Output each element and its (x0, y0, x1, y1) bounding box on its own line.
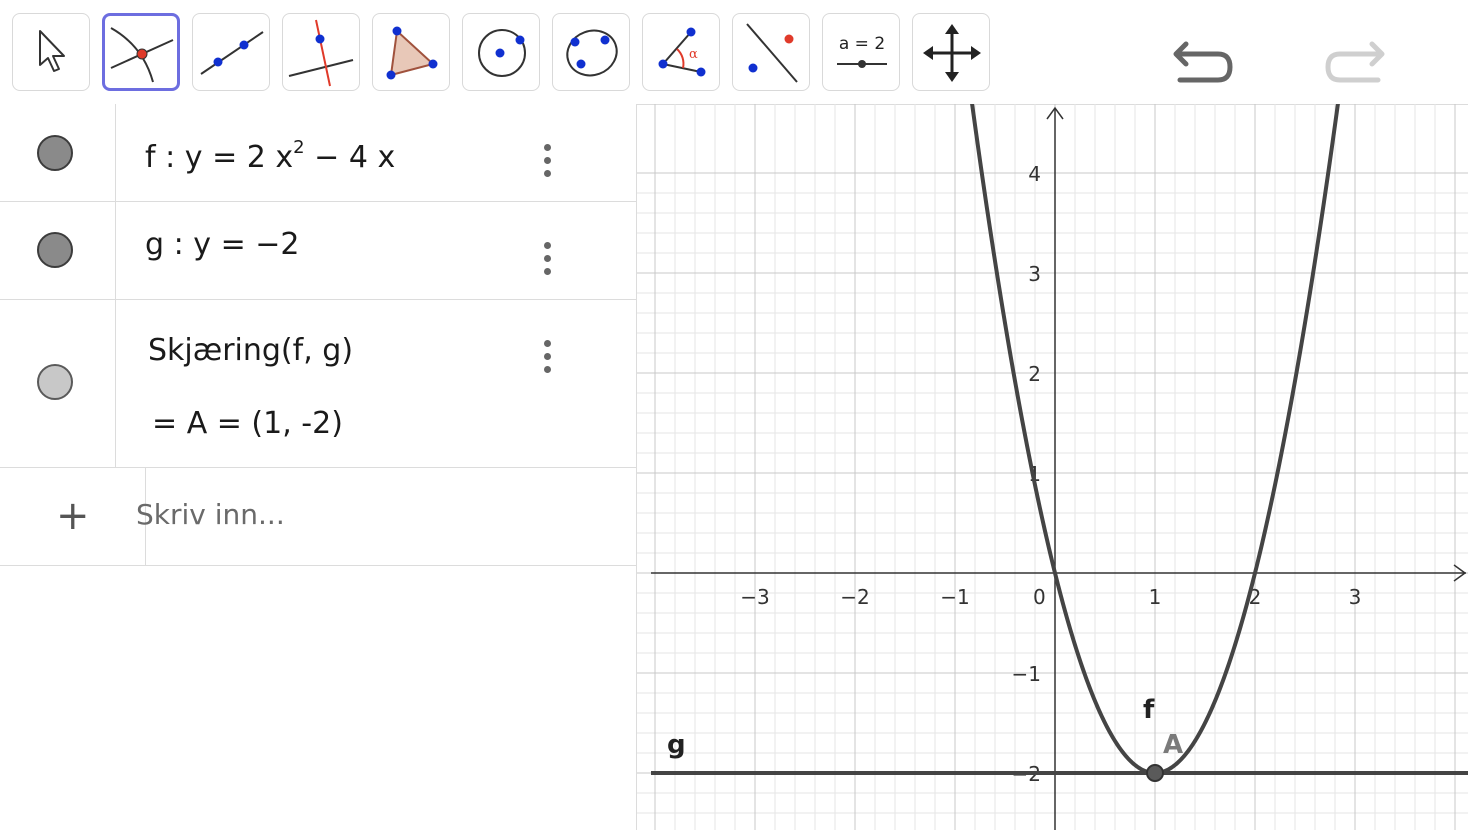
x-tick-label: −3 (740, 585, 769, 609)
equals-sign: = (212, 140, 238, 175)
colon: : (165, 140, 176, 175)
reflect-tool-button[interactable] (732, 13, 810, 91)
colon: : (173, 227, 184, 262)
expression-f[interactable]: f : y = 2 x2 − 4 x (145, 137, 395, 175)
command-text: Skjæring(f, g) (148, 333, 354, 368)
rhs-term-1: 2 x (246, 140, 294, 175)
polygon-icon (386, 26, 438, 80)
output-value: A = (1, -2) (186, 406, 343, 441)
x-axis-arrow (1453, 564, 1467, 582)
label-f[interactable]: f (1143, 695, 1155, 725)
polygon-tool-button[interactable] (372, 13, 450, 91)
y-tick-label: 2 (1028, 362, 1041, 386)
intersect-icon (110, 27, 174, 83)
perpendicular-line-icon (288, 19, 354, 87)
cursor-arrow-icon (39, 30, 65, 72)
x-tick-label: −2 (840, 585, 869, 609)
y-axis-arrow (1046, 106, 1064, 120)
visibility-toggle-cell (0, 202, 116, 299)
label-A[interactable]: A (1163, 730, 1183, 760)
object-name-f: f (145, 140, 156, 175)
angle-icon: α (658, 27, 706, 77)
x-tick-label: 0 (1033, 585, 1046, 609)
lhs: y (184, 140, 203, 175)
output-equals-sign: = (152, 406, 178, 441)
rhs-term-2: − 4 x (304, 140, 396, 175)
algebra-input[interactable]: Skriv inn... (136, 498, 285, 531)
conic-tool-button[interactable] (552, 13, 630, 91)
more-menu-icon[interactable] (536, 340, 558, 380)
command-input[interactable]: Skjæring(f, g) (148, 333, 353, 368)
line-tool-button[interactable] (192, 13, 270, 91)
angle-tool-button[interactable]: α (642, 13, 720, 91)
label-g[interactable]: g (667, 730, 686, 760)
undo-icon[interactable] (1166, 30, 1246, 90)
point-A[interactable] (1146, 764, 1164, 782)
algebra-row-g[interactable]: g : y = −2 (0, 202, 636, 300)
command-output: = A = (1, -2) (152, 406, 343, 441)
equals-sign: = (220, 227, 246, 262)
visibility-marble-f[interactable] (37, 135, 73, 171)
slider-icon: a = 2 (837, 34, 887, 68)
y-tick-label: 4 (1028, 162, 1041, 186)
plus-icon[interactable]: + (56, 493, 90, 539)
angle-symbol: α (689, 47, 698, 62)
rhs: −2 (255, 227, 300, 262)
algebra-row-f[interactable]: f : y = 2 x2 − 4 x (0, 104, 636, 202)
lhs: y (193, 227, 212, 262)
slider-label: a = 2 (839, 34, 885, 54)
exponent: 2 (293, 137, 305, 158)
x-tick-label: 3 (1349, 585, 1362, 609)
input-divider (145, 468, 146, 565)
reflect-about-line-icon (746, 23, 798, 83)
move-tool-button[interactable] (12, 13, 90, 91)
visibility-toggle-cell (0, 104, 116, 201)
object-name-g: g (145, 227, 165, 262)
move-arrows-icon (923, 24, 981, 82)
more-menu-icon[interactable] (536, 144, 558, 184)
circle-center-point-tool-button[interactable] (462, 13, 540, 91)
expression-g[interactable]: g : y = −2 (145, 227, 299, 262)
move-graphics-view-tool-button[interactable] (912, 13, 990, 91)
circle-center-point-icon (478, 29, 526, 77)
algebra-input-row[interactable]: + Skriv inn... (0, 468, 636, 566)
visibility-marble-g[interactable] (37, 232, 73, 268)
conic-icon (566, 29, 618, 77)
axes (651, 106, 1467, 830)
line-through-points-icon (200, 31, 264, 75)
x-tick-label: −1 (940, 585, 969, 609)
redo-icon[interactable] (1320, 30, 1400, 90)
x-tick-labels: −3 −2 −1 0 1 2 3 (740, 585, 1361, 609)
intersect-tool-button[interactable] (102, 13, 180, 91)
visibility-toggle-cell (0, 300, 116, 467)
algebra-view: f : y = 2 x2 − 4 x g : y = −2 Skjæring(f… (0, 104, 637, 830)
grid-minor (637, 104, 1468, 830)
visibility-marble-A[interactable] (37, 364, 73, 400)
x-tick-label: 1 (1149, 585, 1162, 609)
y-tick-label: −1 (1012, 662, 1041, 686)
perpendicular-line-tool-button[interactable] (282, 13, 360, 91)
toolbar: α a = 2 (0, 0, 1468, 105)
slider-tool-button[interactable]: a = 2 (822, 13, 900, 91)
y-tick-label: 3 (1028, 262, 1041, 286)
algebra-row-intersection[interactable]: Skjæring(f, g) = A = (1, -2) (0, 300, 636, 468)
more-menu-icon[interactable] (536, 242, 558, 282)
